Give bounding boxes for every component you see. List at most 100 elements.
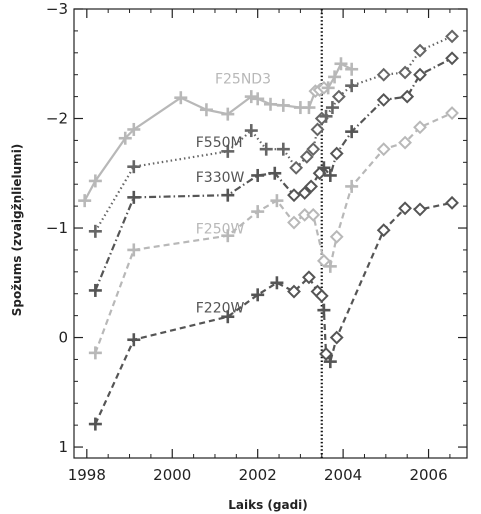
data-point-plus — [276, 98, 290, 112]
data-point-diamond — [445, 106, 459, 120]
data-point-plus — [328, 70, 342, 84]
series-labels: F25ND3 F550M F330W F250W F220W — [196, 71, 271, 316]
y-axis-title: Spožums (zvaigžņlielumi) — [10, 144, 24, 317]
y-tick-label: 1 — [58, 438, 68, 456]
x-tick-label: 2000 — [153, 466, 191, 484]
y-tick-label: −1 — [46, 219, 68, 237]
plot-border — [73, 8, 468, 459]
series-line — [94, 201, 453, 425]
data-point-plus — [221, 188, 235, 202]
data-point-diamond — [306, 142, 321, 157]
data-point-diamond — [445, 51, 459, 66]
data-point-diamond — [306, 207, 321, 222]
data-point-plus — [244, 124, 258, 138]
x-tick-label: 2006 — [409, 466, 447, 484]
data-point-plus — [127, 190, 141, 204]
series-F250W — [88, 106, 459, 360]
data-point-diamond — [398, 201, 412, 216]
data-point-plus — [345, 125, 359, 139]
data-point-diamond — [413, 67, 427, 82]
data-point-diamond — [316, 253, 331, 268]
data-point-plus — [325, 101, 339, 115]
data-point-diamond — [445, 195, 459, 210]
series-F330W — [88, 51, 459, 297]
data-point-plus — [251, 288, 265, 302]
data-point-plus — [251, 92, 265, 106]
data-point-plus — [268, 166, 282, 180]
data-point-plus — [323, 168, 337, 182]
data-point-plus — [319, 109, 333, 123]
x-tick-label: 2002 — [239, 466, 277, 484]
data-point-plus — [127, 333, 141, 347]
data-point-diamond — [287, 215, 301, 230]
data-point-diamond — [299, 149, 314, 164]
data-point-plus — [88, 224, 102, 238]
series-F550M — [88, 29, 459, 238]
data-point-plus — [127, 160, 141, 174]
data-point-diamond — [413, 202, 427, 217]
data-point-diamond — [400, 89, 415, 104]
data-point-plus — [174, 91, 188, 105]
data-point-plus — [88, 174, 102, 188]
data-point-plus — [118, 131, 132, 145]
series-group — [78, 29, 459, 431]
data-point-diamond — [398, 135, 412, 150]
series-label-F220W: F220W — [196, 300, 245, 316]
plot-frame — [73, 8, 468, 459]
y-tick-label: 0 — [58, 329, 68, 347]
data-point-plus — [259, 142, 273, 156]
data-point-plus — [221, 107, 235, 121]
x-tick-label: 1998 — [68, 466, 106, 484]
data-point-plus — [270, 276, 284, 290]
y-tick-label: −2 — [46, 110, 68, 128]
data-point-plus — [270, 194, 284, 208]
data-point-diamond — [376, 223, 391, 238]
data-point-plus — [127, 243, 141, 257]
data-point-diamond — [329, 229, 344, 244]
data-point-plus — [221, 310, 235, 324]
data-point-diamond — [329, 146, 344, 161]
data-point-plus — [317, 303, 331, 317]
data-point-plus — [251, 168, 265, 182]
data-point-diamond — [376, 142, 391, 157]
data-point-diamond — [287, 284, 301, 299]
data-point-plus — [276, 142, 290, 156]
data-point-plus — [221, 144, 235, 158]
data-point-diamond — [398, 65, 412, 80]
x-axis-title: Laiks (gadi) — [228, 498, 308, 512]
data-point-plus — [323, 259, 337, 273]
data-point-diamond — [310, 122, 325, 137]
data-point-plus — [78, 194, 92, 208]
series-label-F330W: F330W — [196, 170, 245, 186]
data-point-diamond — [445, 29, 459, 44]
data-point-plus — [321, 81, 335, 95]
data-point-plus — [221, 229, 235, 243]
data-point-diamond — [329, 330, 344, 345]
series-line — [94, 112, 453, 354]
data-point-plus — [323, 355, 337, 369]
series-F25ND3 — [78, 57, 359, 208]
data-point-plus — [345, 79, 359, 93]
data-point-diamond — [376, 67, 391, 82]
data-point-plus — [88, 346, 102, 360]
data-point-plus — [199, 103, 213, 117]
data-point-plus — [88, 417, 102, 431]
x-tick-label: 2004 — [324, 466, 362, 484]
data-point-diamond — [413, 43, 427, 58]
data-point-plus — [345, 179, 359, 193]
series-label-F250W: F250W — [196, 222, 245, 238]
series-line — [94, 57, 453, 291]
data-point-diamond — [287, 188, 301, 203]
data-point-diamond — [376, 92, 391, 107]
series-F220W — [88, 195, 459, 431]
data-point-diamond — [302, 270, 316, 285]
data-point-diamond — [297, 186, 312, 200]
data-point-diamond — [319, 347, 333, 361]
data-point-plus — [88, 283, 102, 297]
data-point-diamond — [314, 289, 329, 303]
data-point-plus — [345, 62, 359, 76]
data-point-diamond — [413, 120, 427, 135]
y-tick-label: −3 — [46, 0, 68, 18]
series-label-F550M: F550M — [196, 135, 243, 151]
